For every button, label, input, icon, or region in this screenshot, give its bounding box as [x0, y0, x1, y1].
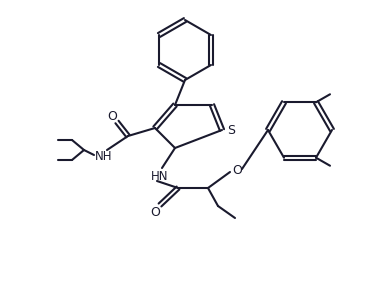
Text: O: O: [232, 164, 242, 176]
Text: HN: HN: [151, 170, 169, 182]
Text: O: O: [150, 206, 160, 218]
Text: NH: NH: [95, 150, 113, 164]
Text: S: S: [227, 123, 235, 136]
Text: O: O: [107, 109, 117, 122]
